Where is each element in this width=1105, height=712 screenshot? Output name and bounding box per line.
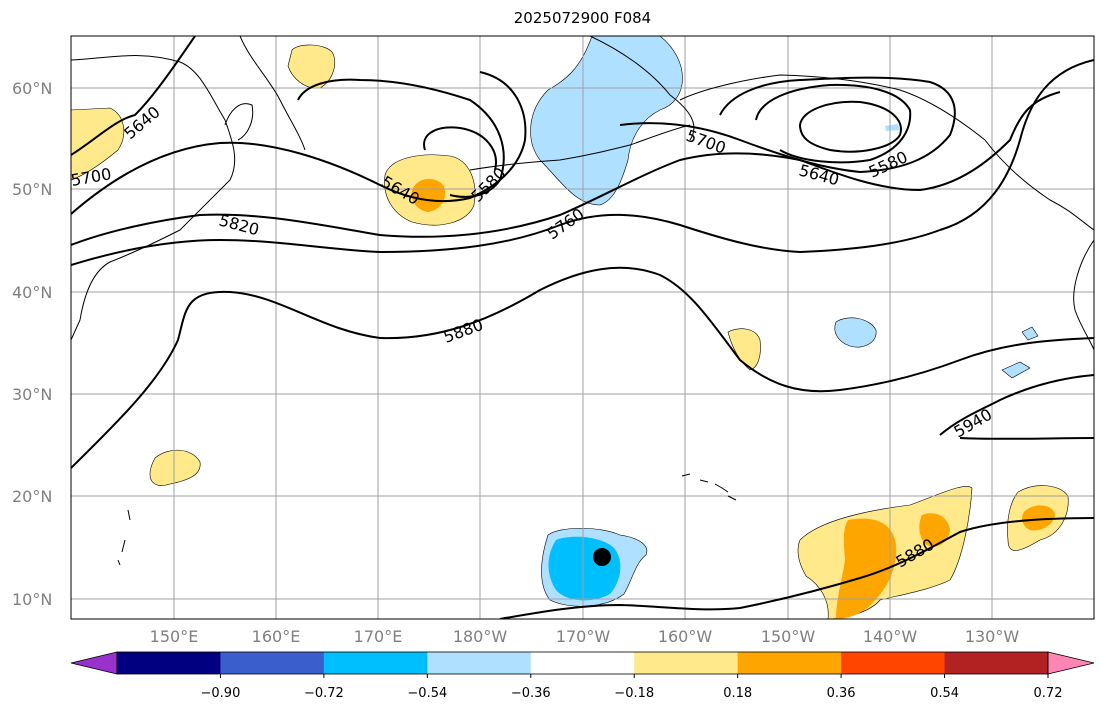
- lon-label: 130°W: [965, 627, 1020, 646]
- lon-label: 170°E: [354, 627, 403, 646]
- coast-marianas: [117, 509, 131, 566]
- contour-5580-east: [799, 100, 902, 153]
- coast-na-west: [1073, 239, 1094, 351]
- contour-5700-west: [71, 71, 527, 215]
- shade-yellow-kamchatka: [287, 44, 335, 89]
- contour-5880-south: [499, 517, 1094, 619]
- lon-label: 150°W: [761, 627, 816, 646]
- lon-label: 160°E: [252, 627, 301, 646]
- shade-orange-aleutian: [411, 178, 446, 212]
- coast-alaska: [589, 36, 1094, 231]
- contour-5640-west: [71, 36, 196, 156]
- lon-label: 150°E: [150, 627, 199, 646]
- colorbar-tick-label: −0.36: [511, 686, 551, 701]
- lat-axis: 60°N 50°N 40°N 30°N 20°N 10°N: [12, 79, 52, 609]
- lon-label: 170°W: [556, 627, 611, 646]
- shade-orange-east2: [919, 513, 950, 547]
- shading-layer: [71, 36, 1069, 619]
- colorbar-cell: [117, 652, 221, 674]
- shade-cyan-tropical: [548, 536, 621, 601]
- colorbar-tick-label: −0.54: [407, 686, 447, 701]
- shade-blue-small3: [885, 124, 900, 131]
- shade-blue-bering: [530, 36, 683, 206]
- coast-kamchatka: [239, 36, 306, 151]
- colorbar: −0.90 −0.72 −0.54 −0.36 −0.18 0.18 0.36 0.54 0.7…: [70, 651, 1095, 701]
- coast-hawaii: [681, 473, 737, 501]
- colorbar-cell: [944, 652, 1049, 674]
- storm-marker-dot: [593, 548, 611, 566]
- colorbar-tick-label: 0.18: [723, 686, 752, 701]
- shade-blue-small2: [1001, 361, 1031, 379]
- contour-5940b: [959, 437, 1094, 440]
- colorbar-extend-high: [1047, 651, 1095, 675]
- colorbar-cell: [220, 652, 325, 674]
- coastlines: [71, 36, 1094, 566]
- shade-blue-small1: [1021, 326, 1039, 341]
- lon-label: 160°W: [658, 627, 713, 646]
- lon-axis: 150°E 160°E 170°E 180°W 170°W 160°W 150°…: [150, 627, 1020, 646]
- contour-5880-north: [71, 266, 1094, 469]
- colorbar-cell: [737, 652, 842, 674]
- contour-5940: [939, 374, 1094, 436]
- map-title: 2025072900 F084: [513, 9, 652, 27]
- lat-label: 40°N: [12, 283, 52, 302]
- lat-label: 50°N: [12, 180, 52, 199]
- shade-yellow-wpac: [149, 449, 201, 486]
- coast-aleutian-chain: [469, 124, 691, 171]
- shade-orange-far-east: [1022, 505, 1055, 531]
- lat-label: 30°N: [12, 385, 52, 404]
- colorbar-tick-label: −0.72: [304, 686, 344, 701]
- lat-label: 10°N: [12, 590, 52, 609]
- lon-label: 140°W: [863, 627, 918, 646]
- colorbar-cell: [841, 652, 946, 674]
- colorbar-cell: [323, 652, 428, 674]
- colorbar-tick-label: 0.36: [827, 686, 856, 701]
- contour-5640-aleutian: [297, 78, 505, 198]
- contour-5640-east: [755, 83, 912, 164]
- contour-5580-aleutian: [423, 126, 497, 171]
- colorbar-cell: [427, 652, 532, 674]
- lon-label: 180°W: [453, 627, 508, 646]
- colorbar-cell: [530, 652, 635, 674]
- gridlines: [71, 36, 1094, 619]
- height-contours: [71, 36, 1094, 619]
- colorbar-tick-label: 0.72: [1034, 686, 1063, 701]
- plot-frame: [70, 35, 1095, 620]
- colorbar-tick-label: −0.18: [614, 686, 654, 701]
- colorbar-tick-label: 0.54: [930, 686, 959, 701]
- shade-blue-mid: [834, 317, 877, 348]
- colorbar-extend-low: [70, 651, 118, 675]
- shade-orange-east: [836, 518, 897, 619]
- coast-asia: [71, 55, 236, 341]
- colorbar-tick-label: −0.90: [201, 686, 241, 701]
- contour-5760: [71, 59, 1094, 266]
- colorbar-cell: [634, 652, 739, 674]
- lat-label: 20°N: [12, 487, 52, 506]
- lat-label: 60°N: [12, 79, 52, 98]
- contour-5820: [71, 91, 1061, 246]
- contour-5700-east: [619, 76, 956, 174]
- coast-sakhalin: [224, 103, 254, 141]
